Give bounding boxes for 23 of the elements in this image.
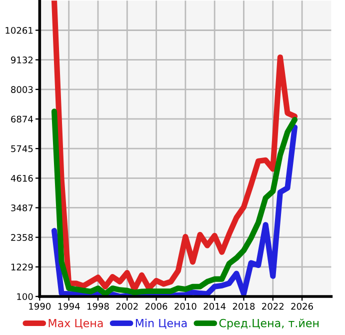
y-tick-label: 5745 [11, 145, 33, 152]
y-tick-label: 10261 [6, 26, 33, 34]
y-tick-label: 100 [17, 293, 33, 300]
y-tick-label: 9132 [11, 56, 33, 64]
x-tick-label: 2014 [204, 302, 226, 310]
y-tick-label: 8003 [11, 86, 33, 93]
x-tick-label: 2026 [291, 302, 313, 310]
x-tick-label: 2010 [174, 302, 196, 310]
x-tick-label: 1998 [87, 302, 109, 310]
x-tick-label: 2002 [116, 302, 138, 310]
x-tick-label: 1994 [58, 302, 80, 310]
legend-label: Min Цена [136, 318, 187, 329]
y-tick-label: 4616 [10, 174, 33, 182]
x-tick-label: 1990 [29, 302, 51, 310]
x-tick-label: 2018 [232, 302, 255, 310]
x-tick-label: 2006 [145, 302, 168, 310]
legend-label: Max Цена [48, 319, 103, 329]
y-tick-label: 6874 [11, 116, 33, 123]
y-tick-label: 3487 [11, 204, 33, 212]
legend-label: Сред.Цена, т.йен [219, 318, 319, 330]
y-tick-label: 1229 [11, 264, 33, 270]
y-tick-label: 2358 [11, 234, 33, 241]
x-tick-label: 2022 [262, 302, 284, 310]
